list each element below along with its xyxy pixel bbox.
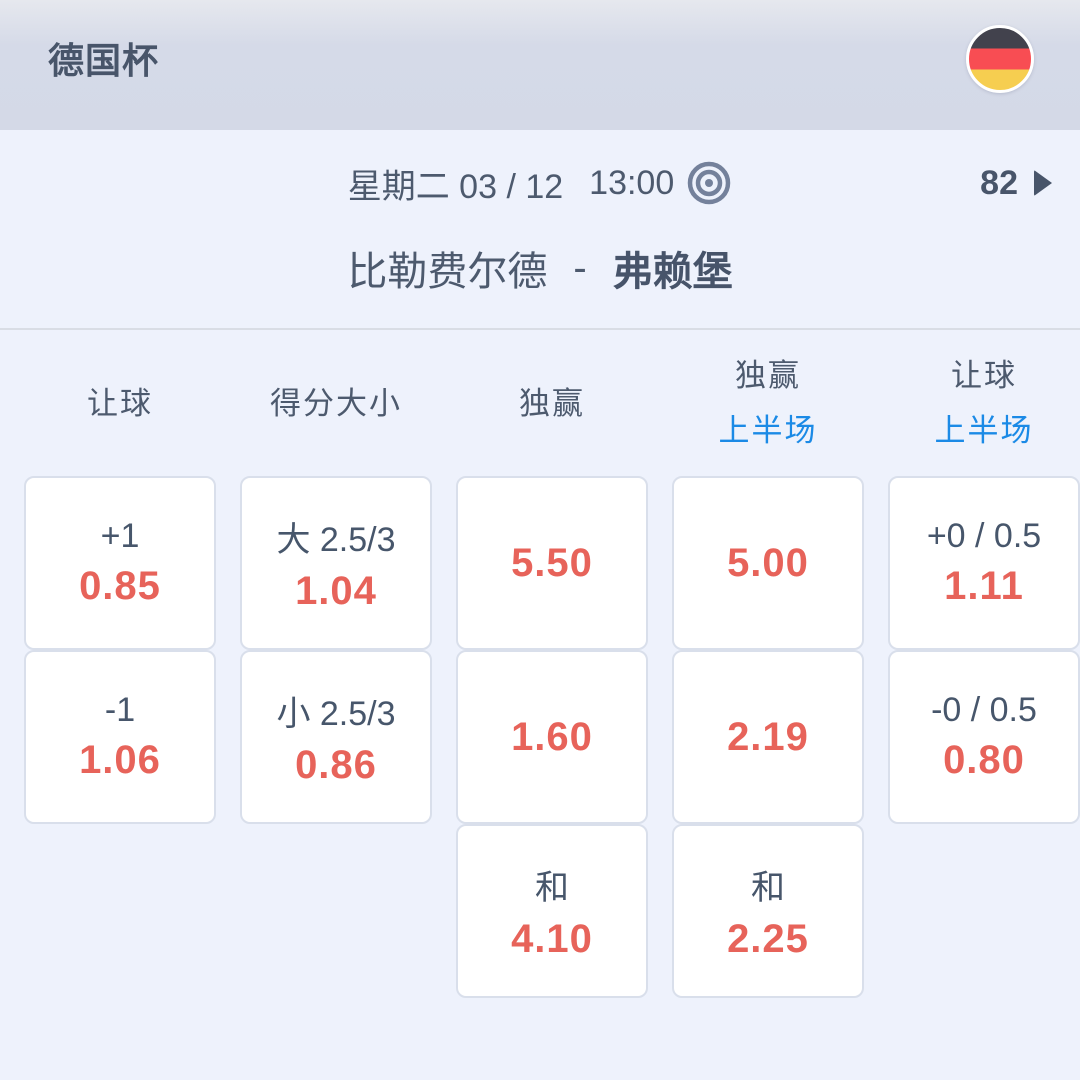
target-icon [686, 160, 732, 206]
match-weekday-date: 星期二 03 / 12 [347, 167, 564, 206]
odds-cell-moneyline-fh-away[interactable]: 2.19 [672, 650, 864, 824]
market-header-label: 独赢 [735, 358, 801, 393]
odds-value: 1.06 [79, 738, 161, 782]
odds-cell-handicap-fh-away[interactable]: -0 / 0.5 0.80 [888, 650, 1080, 824]
chevron-right-icon [1034, 170, 1052, 196]
odds-cell-moneyline-draw[interactable]: 和 4.10 [456, 824, 648, 998]
market-header-label: 独赢 [519, 385, 585, 421]
odds-line: +0 / 0.5 [926, 517, 1042, 555]
odds-cell-under[interactable]: 小 2.5/3 0.86 [240, 650, 432, 824]
odds-row-3: 和 4.10 和 2.25 [0, 824, 1080, 998]
germany-flag-icon [966, 25, 1034, 93]
odds-value: 1.11 [944, 564, 1024, 608]
market-header-label: 让球 [87, 385, 153, 421]
market-header-handicap: 让球 [24, 378, 216, 423]
odds-line: 小 2.5/3 [276, 695, 396, 733]
odds-value: 0.86 [295, 743, 377, 787]
market-header-total-points: 得分大小 [240, 378, 432, 423]
odds-cell-moneyline-fh-draw[interactable]: 和 2.25 [672, 824, 864, 998]
odds-row-2: -1 1.06 小 2.5/3 0.86 1.60 2.19 -0 / 0.5 … [0, 650, 1080, 824]
match-time: 13:00 [589, 163, 675, 202]
odds-cell-over[interactable]: 大 2.5/3 1.04 [240, 476, 432, 650]
market-header-moneyline: 独赢 [456, 378, 648, 423]
odds-cell-handicap-home[interactable]: +1 0.85 [24, 476, 216, 650]
market-header-sublabel: 上半场 [934, 413, 1034, 448]
odds-value: 1.60 [511, 714, 593, 759]
odds-value: 0.85 [79, 564, 161, 608]
odds-line: -0 / 0.5 [931, 691, 1037, 729]
home-team-name: 比勒费尔德 [347, 250, 548, 294]
odds-line: 大 2.5/3 [276, 521, 396, 559]
odds-line: 和 [535, 869, 569, 907]
section-divider [0, 328, 1080, 330]
market-header-handicap-first-half: 让球 上半场 [888, 350, 1080, 450]
market-headers-row: 让球 得分大小 独赢 独赢 上半场 让球 上半场 [0, 330, 1080, 470]
market-header-label: 得分大小 [270, 385, 402, 421]
odds-value: 4.10 [511, 917, 593, 961]
odds-cell-handicap-fh-home[interactable]: +0 / 0.5 1.11 [888, 476, 1080, 650]
odds-cell-handicap-away[interactable]: -1 1.06 [24, 650, 216, 824]
odds-cell-moneyline-home[interactable]: 5.50 [456, 476, 648, 650]
away-team-name: 弗赖堡 [612, 250, 733, 294]
odds-value: 5.00 [727, 540, 809, 585]
league-bar: 德国杯 [0, 0, 1080, 130]
odds-row-1: +1 0.85 大 2.5/3 1.04 5.50 5.00 +0 / 0.5 … [0, 476, 1080, 650]
odds-line: 和 [751, 869, 785, 907]
team-separator: - [573, 245, 587, 290]
odds-cell-moneyline-fh-home[interactable]: 5.00 [672, 476, 864, 650]
market-header-sublabel: 上半场 [718, 413, 818, 448]
odds-value: 0.80 [943, 738, 1025, 782]
league-title: 德国杯 [48, 40, 160, 81]
match-count-number: 82 [980, 163, 1018, 202]
odds-value: 5.50 [511, 540, 593, 585]
market-header-moneyline-first-half: 独赢 上半场 [672, 350, 864, 450]
odds-line: +1 [100, 517, 140, 555]
match-datetime-row: 星期二 03 / 12 13:00 82 [0, 150, 1080, 216]
odds-value: 2.25 [727, 917, 809, 961]
market-header-label: 让球 [951, 358, 1017, 393]
odds-line: -1 [104, 691, 136, 729]
odds-cell-moneyline-away[interactable]: 1.60 [456, 650, 648, 824]
teams-row: 比勒费尔德 - 弗赖堡 [0, 234, 1080, 302]
match-count-expand[interactable]: 82 [980, 150, 1052, 216]
odds-value: 1.04 [295, 569, 377, 613]
odds-value: 2.19 [727, 714, 809, 759]
